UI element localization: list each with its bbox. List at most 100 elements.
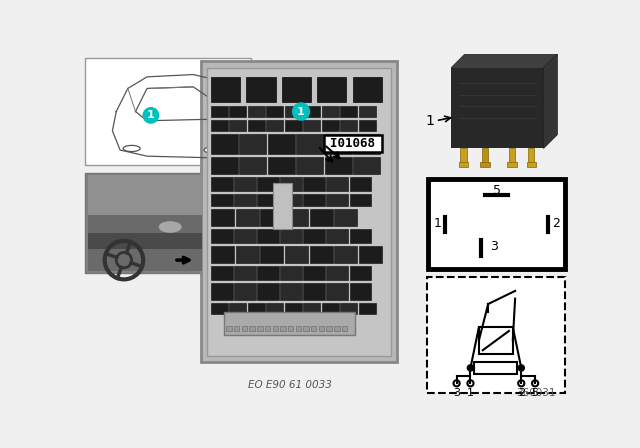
- Bar: [86, 173, 205, 273]
- Bar: [288, 326, 293, 331]
- Bar: [268, 134, 295, 154]
- Bar: [296, 134, 323, 154]
- Bar: [459, 162, 468, 167]
- Bar: [234, 266, 255, 280]
- Bar: [303, 194, 325, 206]
- Bar: [349, 283, 371, 300]
- Bar: [280, 266, 302, 280]
- Bar: [211, 194, 232, 206]
- Bar: [280, 283, 302, 300]
- Circle shape: [143, 108, 159, 123]
- Bar: [211, 157, 238, 174]
- Bar: [342, 326, 348, 331]
- Bar: [317, 77, 346, 102]
- Bar: [280, 194, 302, 206]
- Bar: [326, 177, 348, 191]
- Text: 1: 1: [297, 107, 305, 116]
- Bar: [428, 58, 568, 169]
- Text: 360031: 360031: [516, 388, 556, 397]
- Bar: [257, 326, 262, 331]
- Bar: [428, 178, 565, 269]
- Bar: [266, 120, 284, 131]
- Bar: [239, 157, 266, 174]
- Bar: [460, 148, 467, 164]
- Bar: [310, 209, 333, 226]
- Bar: [285, 303, 302, 314]
- Bar: [353, 77, 382, 102]
- Bar: [211, 246, 234, 263]
- Bar: [296, 326, 301, 331]
- Bar: [211, 177, 232, 191]
- Bar: [230, 303, 246, 314]
- Bar: [248, 120, 265, 131]
- Ellipse shape: [159, 221, 182, 233]
- Bar: [303, 266, 325, 280]
- Text: 1: 1: [426, 114, 435, 128]
- Bar: [273, 183, 292, 229]
- Bar: [326, 266, 348, 280]
- Bar: [319, 326, 324, 331]
- Bar: [88, 233, 202, 249]
- Bar: [334, 209, 357, 226]
- Bar: [340, 120, 357, 131]
- Bar: [451, 68, 543, 148]
- Bar: [322, 106, 339, 117]
- Bar: [353, 157, 380, 174]
- Bar: [326, 326, 332, 331]
- Bar: [265, 326, 270, 331]
- Bar: [211, 77, 240, 102]
- Bar: [303, 303, 320, 314]
- Bar: [273, 326, 278, 331]
- Text: 1: 1: [147, 110, 155, 121]
- Bar: [236, 209, 259, 226]
- Bar: [285, 209, 308, 226]
- Bar: [285, 246, 308, 263]
- Bar: [509, 148, 515, 164]
- Bar: [234, 283, 255, 300]
- Bar: [266, 303, 284, 314]
- Text: 3: 3: [453, 388, 460, 397]
- Bar: [285, 106, 302, 117]
- Circle shape: [467, 365, 474, 371]
- Bar: [325, 157, 352, 174]
- Bar: [303, 326, 308, 331]
- Bar: [474, 362, 517, 374]
- Bar: [260, 246, 284, 263]
- Bar: [234, 194, 255, 206]
- Bar: [211, 209, 234, 226]
- Bar: [234, 229, 255, 243]
- Bar: [236, 246, 259, 263]
- Polygon shape: [451, 54, 557, 68]
- Bar: [359, 246, 382, 263]
- Bar: [322, 303, 339, 314]
- Bar: [326, 283, 348, 300]
- Bar: [528, 148, 534, 164]
- Text: I01068: I01068: [330, 137, 375, 150]
- Text: 3: 3: [490, 240, 499, 253]
- Bar: [303, 229, 325, 243]
- Bar: [340, 303, 357, 314]
- Bar: [239, 134, 266, 154]
- Bar: [326, 194, 348, 206]
- Bar: [359, 120, 376, 131]
- Bar: [207, 68, 391, 356]
- Bar: [349, 266, 371, 280]
- Bar: [211, 120, 228, 131]
- Bar: [311, 326, 316, 331]
- Bar: [282, 77, 311, 102]
- Bar: [260, 209, 284, 226]
- Bar: [334, 246, 357, 263]
- Bar: [353, 134, 380, 154]
- Bar: [340, 106, 357, 117]
- Bar: [303, 283, 325, 300]
- Bar: [349, 194, 371, 206]
- Bar: [324, 134, 382, 151]
- Bar: [303, 177, 325, 191]
- Bar: [86, 58, 251, 165]
- Bar: [250, 326, 255, 331]
- Bar: [246, 77, 276, 102]
- Bar: [248, 106, 265, 117]
- Bar: [257, 194, 279, 206]
- Bar: [211, 134, 238, 154]
- Text: 1: 1: [433, 217, 441, 230]
